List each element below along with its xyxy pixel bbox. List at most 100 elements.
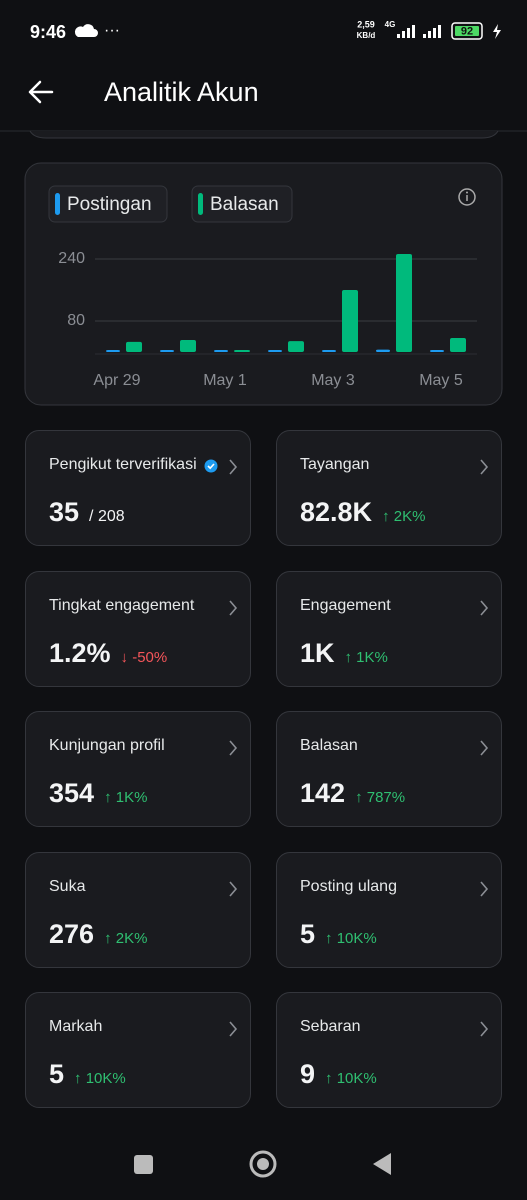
info-icon-dot xyxy=(466,191,468,194)
metric-value-row: 1.2% ↓ -50% xyxy=(49,638,167,669)
battery-text: 92 xyxy=(461,25,473,37)
chart-card xyxy=(24,162,503,406)
nav-home[interactable] xyxy=(249,1150,277,1178)
chevron xyxy=(480,881,489,897)
metric-label: Pengikut terverifikasi xyxy=(49,456,197,473)
metric-value: 5 xyxy=(300,919,316,949)
metric-label: Posting ulang xyxy=(300,878,397,895)
metric-value: 354 xyxy=(49,778,95,808)
back-button[interactable] xyxy=(28,80,54,104)
metric-value: 9 xyxy=(300,1059,316,1089)
status-network: 4G xyxy=(385,20,396,29)
bar xyxy=(376,349,390,352)
metric-card[interactable]: Tingkat engagement 1.2% ↓ -50% xyxy=(25,571,251,687)
bar xyxy=(322,350,336,352)
bar xyxy=(126,341,142,352)
metric-value: 35 xyxy=(49,497,80,527)
chevron xyxy=(229,740,238,756)
x-tick-label: Apr 29 xyxy=(93,372,140,389)
battery-level xyxy=(455,26,479,36)
metric-card[interactable]: Engagement 1K ↑ 1K% xyxy=(276,571,502,687)
metric-label: Sebaran xyxy=(300,1018,361,1035)
status-time: 9:46 xyxy=(30,22,66,42)
status-speed-unit: KB/d xyxy=(357,31,376,40)
metric-value-row: 5 ↑ 10K% xyxy=(300,919,377,950)
metric-value-row: 35 / 208 xyxy=(49,497,125,528)
nav-home-dot xyxy=(257,1158,269,1170)
signal-icons xyxy=(397,25,441,38)
metric-value: 82.8K xyxy=(300,497,373,527)
metric-value-row: 5 ↑ 10K% xyxy=(49,1059,126,1090)
metric-value-row: 1K ↑ 1K% xyxy=(300,638,388,669)
metric-value-row: 82.8K ↑ 2K% xyxy=(300,497,425,528)
metric-value: 276 xyxy=(49,919,95,949)
metric-value-row: 276 ↑ 2K% xyxy=(49,919,147,950)
more-icon: ··· xyxy=(104,22,120,39)
metric-change: ↑ 2K% xyxy=(382,508,426,525)
chevron xyxy=(480,459,489,475)
bar xyxy=(106,350,120,352)
battery-outline xyxy=(451,22,483,40)
metric-value: 5 xyxy=(49,1059,65,1089)
metric-value-row: 142 ↑ 787% xyxy=(300,778,405,809)
bar xyxy=(234,350,250,352)
legend-box xyxy=(48,185,168,223)
info-icon[interactable] xyxy=(458,188,476,206)
metric-card[interactable]: Suka 276 ↑ 2K% xyxy=(25,852,251,968)
metric-card[interactable]: Markah 5 ↑ 10K% xyxy=(25,992,251,1108)
header-title: Analitik Akun xyxy=(104,77,259,107)
metric-value: 142 xyxy=(300,778,346,808)
previous-card-edge xyxy=(29,130,499,139)
x-tick-label: May 1 xyxy=(203,372,247,389)
metric-label: Kunjungan profil xyxy=(49,737,165,754)
x-tick-label: May 3 xyxy=(311,372,355,389)
legend-swatch xyxy=(55,193,60,215)
metric-card[interactable]: Sebaran 9 ↑ 10K% xyxy=(276,992,502,1108)
legend-swatch xyxy=(198,193,203,215)
bar xyxy=(288,341,304,352)
legend-label: Postingan xyxy=(67,194,152,215)
metric-suffix: / 208 xyxy=(89,508,125,525)
metric-label: Suka xyxy=(49,878,86,895)
metric-change: ↑ 1K% xyxy=(104,789,148,806)
bar xyxy=(342,290,358,352)
bar xyxy=(396,253,412,352)
metric-value-row: 354 ↑ 1K% xyxy=(49,778,147,809)
metric-value: 1K xyxy=(300,638,335,668)
nav-recents[interactable] xyxy=(134,1155,153,1174)
chevron xyxy=(229,600,238,616)
metric-change: ↑ 787% xyxy=(355,789,406,806)
bar xyxy=(180,339,196,352)
metric-card[interactable]: Pengikut terverifikasi 35 / 208 xyxy=(25,430,251,546)
bar xyxy=(450,338,466,352)
y-tick-label: 80 xyxy=(67,312,85,329)
cloud-icon xyxy=(74,24,98,37)
status-speed: 2,59 xyxy=(357,19,375,29)
chevron xyxy=(229,1021,238,1037)
bar xyxy=(160,350,174,352)
metric-value: 1.2% xyxy=(49,638,111,668)
metric-value-row: 9 ↑ 10K% xyxy=(300,1059,377,1090)
metric-card[interactable]: Kunjungan profil 354 ↑ 1K% xyxy=(25,711,251,827)
chevron xyxy=(480,600,489,616)
nav-back[interactable] xyxy=(373,1153,391,1175)
chevron xyxy=(229,459,238,475)
metric-label: Engagement xyxy=(300,597,391,614)
metric-change: ↑ 10K% xyxy=(74,1070,126,1087)
metric-label: Balasan xyxy=(300,737,358,754)
y-tick-label: 240 xyxy=(58,250,85,267)
bar xyxy=(430,350,444,352)
metric-card[interactable]: Tayangan 82.8K ↑ 2K% xyxy=(276,430,502,546)
metric-change: ↑ 1K% xyxy=(344,649,388,666)
metric-card[interactable]: Balasan 142 ↑ 787% xyxy=(276,711,502,827)
metric-card[interactable]: Posting ulang 5 ↑ 10K% xyxy=(276,852,502,968)
verified-badge xyxy=(204,459,218,473)
metric-change: ↑ 10K% xyxy=(325,930,377,947)
bar xyxy=(268,350,282,352)
metric-label: Tingkat engagement xyxy=(49,597,195,614)
metric-label: Tayangan xyxy=(300,456,370,473)
chevron xyxy=(480,740,489,756)
x-tick-label: May 5 xyxy=(419,372,463,389)
